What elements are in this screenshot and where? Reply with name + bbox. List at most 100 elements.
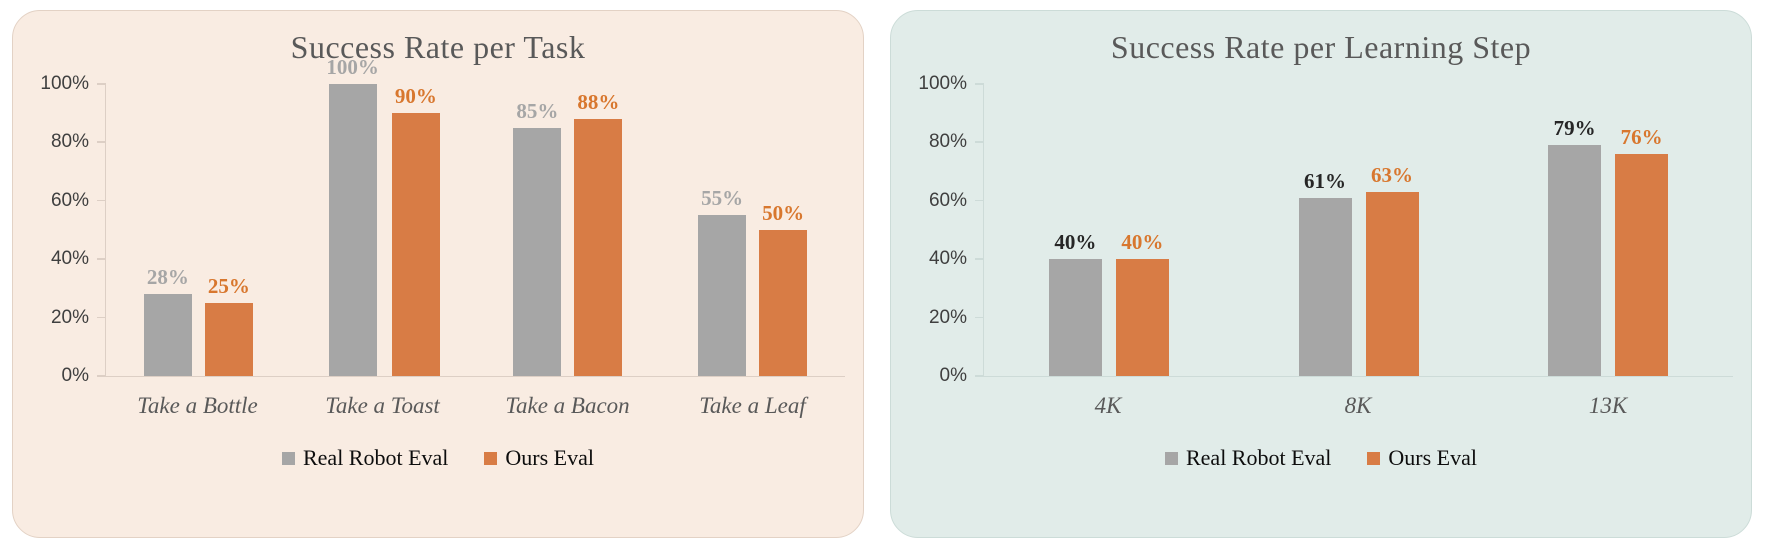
bar-unit: 28% — [143, 265, 192, 376]
bar-unit: 90% — [391, 84, 440, 376]
y-tick-label: 60% — [50, 189, 89, 211]
bar — [143, 294, 192, 376]
x-category-label: Take a Bacon — [505, 393, 630, 418]
bar-value-label: 28% — [146, 265, 189, 290]
plot-area: 40% 40% 61% 63% 79% 76% — [975, 83, 1733, 377]
plot-row: 100% 80% 60% 40% 20% 0% 40% 40% 61% 63% 79% 76% 4K… — [891, 73, 1751, 419]
bar-value-label: 88% — [577, 90, 620, 115]
bar-unit: 76% — [1615, 125, 1669, 376]
chart-title: Success Rate per Learning Step — [1110, 29, 1532, 65]
y-tick-mark — [97, 83, 106, 85]
bar-unit: 63% — [1365, 165, 1419, 376]
bar-value-label: 61% — [1304, 168, 1346, 193]
y-tick-mark — [97, 258, 106, 260]
bar-unit: 88% — [574, 90, 623, 376]
bar — [204, 303, 253, 376]
legend-label: Real Robot Eval — [302, 445, 449, 470]
legend-swatch — [281, 451, 295, 465]
x-category-label: 4K — [1094, 393, 1122, 418]
bar — [1365, 192, 1419, 376]
bar-group: 85% 88% — [476, 84, 661, 376]
bar-group: 79% 76% — [1483, 84, 1733, 376]
bar-unit: 25% — [204, 276, 253, 376]
legend: Real Robot Eval Ours Eval — [891, 445, 1751, 471]
y-tick-label: 40% — [928, 248, 967, 270]
bar — [1115, 259, 1169, 376]
bar-unit: 55% — [698, 186, 747, 376]
chart-title: Success Rate per Task — [290, 29, 586, 65]
bar — [328, 84, 377, 376]
bar-group: 28% 25% — [106, 84, 291, 376]
bar-group: 40% 40% — [984, 84, 1234, 376]
y-tick-mark — [975, 141, 984, 143]
y-tick-mark — [97, 375, 106, 377]
y-tick-label: 0% — [61, 365, 89, 386]
x-category-label: 13K — [1588, 393, 1628, 418]
x-category-label: Take a Leaf — [699, 393, 806, 418]
bar-value-label: 85% — [516, 98, 559, 123]
bar-value-label: 50% — [762, 201, 805, 225]
y-tick-mark — [975, 316, 984, 319]
x-axis-labels: 4K 8K 13K — [983, 393, 1733, 419]
legend-item: Real Robot Eval — [1164, 445, 1332, 471]
bar-value-label: 90% — [394, 84, 437, 109]
y-tick-mark — [97, 141, 106, 143]
legend-item: Real Robot Eval — [281, 445, 449, 471]
bar — [1548, 145, 1602, 376]
legend-label: Ours Eval — [1388, 445, 1477, 470]
y-tick-label: 100% — [40, 73, 89, 94]
bar-value-label: 76% — [1620, 125, 1663, 150]
bar-value-label: 40% — [1121, 230, 1164, 255]
plot-area: 28% 25% 100% 90% 85% 88% 55% 50% — [97, 57, 845, 377]
bar-unit: 40% — [1115, 230, 1169, 376]
legend-item: Ours Eval — [1367, 445, 1477, 471]
bar-value-label: 40% — [1054, 230, 1097, 255]
legend-label: Real Robot Eval — [1185, 445, 1332, 470]
y-tick-mark — [975, 199, 984, 202]
y-axis: 100% 80% 60% 40% 20% 0% — [23, 73, 105, 386]
bar — [1048, 259, 1102, 376]
chart-card-success-rate-per-task: Success Rate per Task 100% 80% 60% 40% 20% 0%… — [12, 10, 864, 538]
bar-unit: 50% — [759, 201, 808, 376]
bar — [759, 230, 808, 376]
y-tick-label: 20% — [928, 306, 967, 328]
y-tick-mark — [975, 83, 984, 85]
y-tick-mark — [97, 199, 106, 202]
bar — [574, 119, 623, 376]
x-category-label: Take a Toast — [325, 393, 440, 418]
legend-label: Ours Eval — [505, 445, 594, 470]
x-axis-labels: Take a Bottle Take a Toast Take a Bacon Tak… — [105, 393, 845, 419]
legend-swatch — [1367, 451, 1381, 465]
bar-value-label: 100% — [326, 55, 379, 79]
y-tick-label: 0% — [939, 365, 967, 386]
bar-unit: 85% — [513, 98, 562, 376]
bar — [391, 113, 440, 376]
bar-unit: 100% — [326, 57, 379, 376]
bar-unit: 79% — [1548, 118, 1602, 376]
bar — [1615, 154, 1669, 376]
y-tick-mark — [97, 316, 106, 319]
y-tick-label: 40% — [50, 248, 89, 270]
y-tick-label: 60% — [928, 189, 967, 211]
legend-item: Ours Eval — [484, 445, 594, 471]
y-tick-label: 20% — [50, 306, 89, 328]
bar-value-label: 55% — [701, 186, 744, 211]
legend-swatch — [1164, 451, 1178, 465]
y-tick-label: 80% — [928, 131, 967, 153]
legend-swatch — [484, 451, 498, 465]
y-tick-mark — [975, 258, 984, 260]
x-category-label: Take a Bottle — [137, 393, 258, 418]
chart-card-success-rate-per-learning-step: Success Rate per Learning Step 100% 80% 60… — [890, 10, 1752, 538]
bar-group: 100% 90% — [291, 57, 476, 376]
bar — [698, 215, 747, 376]
bar — [1298, 197, 1352, 376]
bar — [513, 127, 562, 376]
y-tick-label: 100% — [918, 73, 967, 94]
bar-group: 55% 50% — [660, 84, 845, 376]
bar-unit: 40% — [1048, 230, 1102, 376]
plot-row: 100% 80% 60% 40% 20% 0% 28% 25% 100% 90% 85% 88% 55… — [13, 57, 863, 419]
y-axis: 100% 80% 60% 40% 20% 0% — [901, 73, 983, 386]
bar-group: 61% 63% — [1234, 84, 1484, 376]
legend: Real Robot Eval Ours Eval — [13, 445, 863, 471]
x-category-label: 8K — [1344, 393, 1372, 418]
